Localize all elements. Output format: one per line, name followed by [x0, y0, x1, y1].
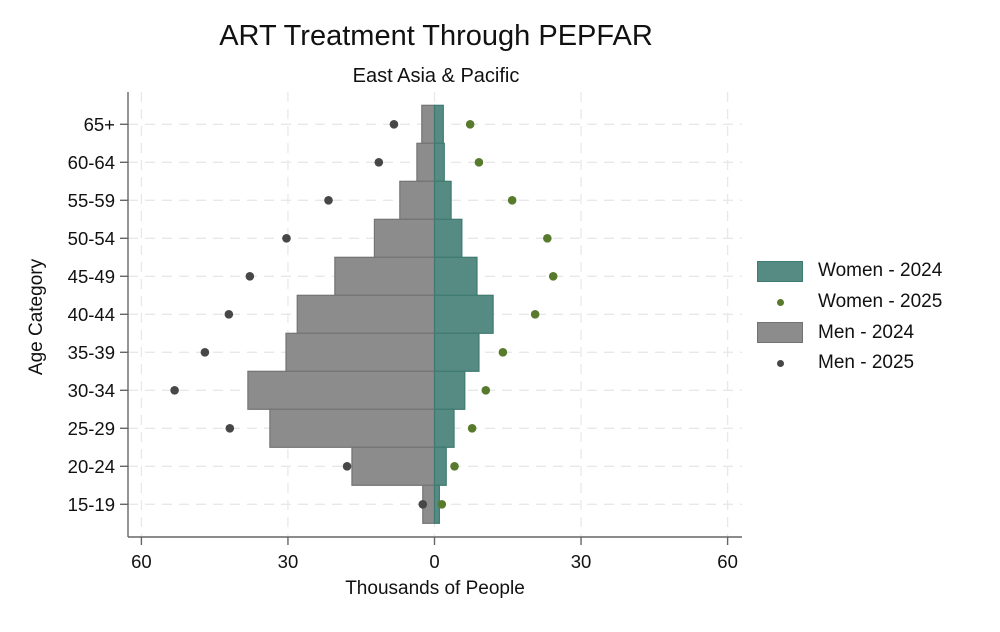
legend-label: Women - 2024	[818, 260, 943, 282]
x-tick-label: 60	[131, 551, 152, 572]
women-2025-dot	[507, 196, 517, 205]
men-2024-bar	[399, 180, 436, 220]
men-2025-dot	[324, 196, 333, 205]
legend-item-men-2025: Men - 2025	[757, 348, 942, 379]
men-2025-dot	[200, 348, 210, 357]
men-2025-dot-icon	[776, 359, 784, 367]
women-2024-bar	[433, 104, 444, 144]
x-axis-label: Thousands of People	[345, 578, 525, 599]
women-2025-dot	[467, 424, 477, 433]
men-2024-bar	[269, 408, 436, 448]
women-2024-bar	[433, 408, 455, 448]
women-2025-dot	[481, 386, 491, 395]
women-2025-dot	[498, 348, 508, 357]
women-2025-dot	[437, 500, 447, 509]
chart-title: ART Treatment Through PEPFAR	[219, 20, 653, 52]
men-2024-bar	[373, 218, 436, 258]
chart-subtitle: East Asia & Pacific	[352, 65, 520, 87]
y-tick-label: 20-24	[68, 456, 115, 477]
women-2025-dot	[450, 462, 459, 471]
women-2025-dot	[465, 120, 475, 129]
men-2024-swatch	[757, 322, 803, 344]
x-tick-label: 60	[717, 551, 738, 572]
y-tick-label: 15-19	[68, 494, 115, 515]
men-2024-bar	[285, 332, 436, 372]
men-2025-dot	[418, 500, 428, 509]
women-2025-dot	[543, 234, 552, 243]
men-2025-dot	[225, 424, 235, 433]
women-2024-bar	[433, 180, 452, 220]
legend-item-women-2025: Women - 2025	[757, 287, 942, 318]
men-2024-bar	[296, 294, 436, 334]
men-2024-bar	[421, 104, 436, 144]
men-2024-bar	[351, 446, 436, 486]
men-2025-dot	[170, 386, 179, 395]
x-tick-label: 30	[278, 551, 299, 572]
women-2024-bar	[433, 218, 463, 258]
women-2025-dot-icon	[776, 298, 784, 306]
legend-item-men-2024: Men - 2024	[757, 317, 942, 348]
women-2024-bar	[433, 332, 480, 372]
y-tick-label: 40-44	[68, 304, 115, 325]
women-2024-bar	[433, 142, 445, 182]
legend-label: Men - 2025	[818, 352, 915, 374]
women-2024-bar	[433, 370, 466, 410]
x-tick-label: 30	[571, 551, 592, 572]
y-tick-label: 65+	[84, 114, 115, 135]
men-2024-bar	[416, 142, 436, 182]
dots	[170, 120, 558, 509]
axes: 65+ 60-64 55-59 50-54 45-49 40-44 35-39 30-34 25…	[68, 92, 742, 572]
women-2024-bar	[433, 294, 494, 334]
men-2025-dot	[224, 310, 234, 319]
men-2025-dot	[389, 120, 399, 129]
men-2025-dot	[374, 158, 384, 167]
legend: Women - 2024 Women - 2025 Men - 2024 Men…	[757, 256, 942, 379]
y-tick-label: 45-49	[68, 266, 115, 287]
y-tick-label: 60-64	[68, 152, 115, 173]
men-2025-dot	[282, 234, 291, 243]
y-axis-label: Age Category	[26, 258, 47, 376]
y-tick-label: 35-39	[68, 342, 115, 363]
legend-label: Men - 2024	[818, 321, 915, 343]
y-tick-label: 25-29	[68, 418, 115, 439]
men-2024-bar	[334, 256, 436, 296]
legend-label: Women - 2025	[818, 291, 943, 313]
women-2024-bar	[433, 256, 478, 296]
women-2024-swatch	[757, 260, 803, 282]
bars	[247, 104, 494, 524]
men-2025-dot	[342, 462, 352, 471]
women-2025-dot	[474, 158, 484, 167]
y-tick-label: 55-59	[68, 190, 115, 211]
women-2024-bar	[433, 446, 447, 486]
y-tick-label: 50-54	[68, 228, 115, 249]
x-tick-label: 0	[429, 551, 439, 572]
y-tick-label: 30-34	[68, 380, 115, 401]
women-2025-dot	[530, 310, 540, 319]
women-2025-dot	[548, 272, 558, 281]
legend-item-women-2024: Women - 2024	[757, 256, 942, 287]
men-2025-dot	[245, 272, 255, 281]
men-2024-bar	[247, 370, 436, 410]
